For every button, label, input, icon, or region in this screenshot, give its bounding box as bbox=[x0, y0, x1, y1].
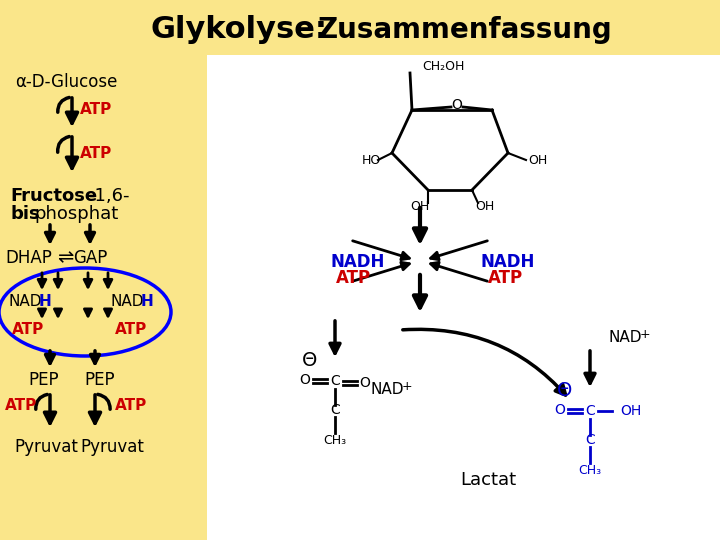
Text: NAD: NAD bbox=[608, 330, 642, 346]
Text: Pyruvat: Pyruvat bbox=[14, 438, 78, 456]
Text: NAD: NAD bbox=[110, 294, 143, 308]
Text: phosphat: phosphat bbox=[34, 205, 118, 223]
Text: H: H bbox=[39, 294, 52, 308]
Text: ATP: ATP bbox=[5, 397, 37, 413]
Text: NADH: NADH bbox=[480, 253, 534, 271]
Bar bbox=[0, 0, 720, 55]
Text: bis: bis bbox=[10, 205, 40, 223]
Text: DHAP: DHAP bbox=[5, 249, 52, 267]
Text: NAD: NAD bbox=[370, 382, 403, 397]
Text: CH₃: CH₃ bbox=[323, 434, 346, 447]
Text: O: O bbox=[300, 373, 310, 387]
Text: +: + bbox=[640, 327, 651, 341]
Text: PEP: PEP bbox=[28, 371, 58, 389]
Text: OH: OH bbox=[528, 153, 547, 166]
Text: O: O bbox=[451, 98, 462, 112]
Text: HO: HO bbox=[362, 153, 382, 166]
Text: OH: OH bbox=[410, 199, 430, 213]
Text: C: C bbox=[330, 403, 340, 417]
Text: Glykolyse:: Glykolyse: bbox=[150, 16, 327, 44]
Text: Zusammenfassung: Zusammenfassung bbox=[318, 16, 613, 44]
Text: ATP: ATP bbox=[80, 145, 112, 160]
Text: CH₂OH: CH₂OH bbox=[422, 59, 464, 72]
Text: Lactat: Lactat bbox=[460, 471, 516, 489]
Text: Θ: Θ bbox=[302, 350, 318, 369]
Text: Fructose: Fructose bbox=[10, 187, 97, 205]
Text: +: + bbox=[402, 380, 413, 393]
Text: OH: OH bbox=[620, 404, 642, 418]
Text: C: C bbox=[585, 404, 595, 418]
Text: ATP: ATP bbox=[80, 103, 112, 118]
Text: H: H bbox=[141, 294, 154, 308]
Text: CH₃: CH₃ bbox=[578, 463, 602, 476]
Text: GAP: GAP bbox=[73, 249, 107, 267]
Text: NADH: NADH bbox=[330, 253, 384, 271]
Text: Θ: Θ bbox=[557, 381, 572, 400]
Text: α-D-Glucose: α-D-Glucose bbox=[15, 73, 117, 91]
Text: ATP: ATP bbox=[488, 269, 523, 287]
Text: ATP: ATP bbox=[12, 322, 44, 338]
Text: O: O bbox=[554, 403, 565, 417]
Text: C: C bbox=[330, 374, 340, 388]
Text: OH: OH bbox=[475, 199, 495, 213]
Text: O: O bbox=[359, 376, 370, 390]
Text: PEP: PEP bbox=[84, 371, 114, 389]
Text: ATP: ATP bbox=[336, 269, 371, 287]
Text: NAD: NAD bbox=[8, 294, 42, 308]
Text: ATP: ATP bbox=[115, 397, 148, 413]
Text: ⇌: ⇌ bbox=[57, 248, 73, 267]
Text: Pyruvat: Pyruvat bbox=[80, 438, 144, 456]
Text: ATP: ATP bbox=[115, 322, 148, 338]
Bar bbox=[207, 55, 720, 540]
Text: C: C bbox=[585, 433, 595, 447]
Text: -1,6-: -1,6- bbox=[88, 187, 130, 205]
